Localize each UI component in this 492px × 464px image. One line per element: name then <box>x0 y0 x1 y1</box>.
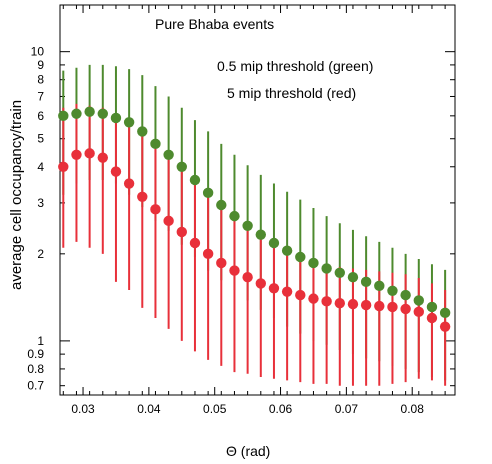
plot-frame <box>59 4 456 396</box>
data-point <box>426 312 438 324</box>
data-point <box>268 283 280 294</box>
data-point <box>189 237 201 249</box>
data-point <box>202 187 214 199</box>
data-point <box>176 161 187 172</box>
data-point <box>413 306 424 318</box>
data-point <box>150 204 161 215</box>
data-point <box>163 215 174 227</box>
data-point <box>123 178 135 189</box>
data-point <box>360 276 372 288</box>
data-point <box>97 152 108 163</box>
data-point <box>176 226 187 238</box>
data-point <box>242 272 253 283</box>
annotation-title: Pure Bhaba events <box>155 16 275 32</box>
data-point <box>347 298 359 310</box>
data-point <box>387 301 398 313</box>
data-point <box>281 286 293 297</box>
data-point <box>123 117 135 128</box>
data-point <box>360 299 372 311</box>
data-point <box>334 267 345 278</box>
data-point <box>189 174 201 186</box>
y-tick-label: 0.8 <box>27 362 44 376</box>
data-point <box>110 166 122 177</box>
y-tick-label: 5 <box>37 132 44 146</box>
y-tick-label: 3 <box>37 196 44 210</box>
data-point <box>413 295 424 306</box>
axis-ticks: 0.03 0.04 0.05 0.06 0.07 0.08 0.7 0.80.91 2 3 4 5 6 7… <box>27 5 455 416</box>
data-point <box>84 106 95 117</box>
y-tick-label: 0.9 <box>27 347 44 361</box>
data-point <box>308 257 319 269</box>
data-markers <box>58 106 451 332</box>
data-point <box>321 296 332 307</box>
data-point <box>110 112 122 124</box>
data-point <box>150 138 161 150</box>
annotation-green-threshold: 0.5 mip threshold (green) <box>217 58 374 74</box>
y-tick-label: 6 <box>37 109 44 123</box>
data-point <box>229 210 240 222</box>
data-point <box>308 293 319 304</box>
y-tick-label: 0.7 <box>27 379 44 393</box>
x-axis-label: Θ (rad) <box>226 443 271 459</box>
data-point <box>400 289 411 301</box>
data-point <box>426 301 438 313</box>
x-tick-label: 0.03 <box>71 402 95 416</box>
data-point <box>58 110 69 122</box>
x-tick-label: 0.07 <box>335 402 359 416</box>
data-point <box>97 108 108 119</box>
data-point <box>216 199 227 211</box>
data-point <box>334 297 345 309</box>
y-tick-label: 1 <box>37 334 44 348</box>
data-point <box>58 161 69 172</box>
data-point <box>84 148 95 159</box>
data-point <box>321 263 332 274</box>
data-point <box>387 285 398 297</box>
y-axis-label: average cell occupancy/train <box>8 99 25 290</box>
data-point <box>71 108 82 119</box>
data-point <box>374 280 385 292</box>
data-point <box>295 251 306 263</box>
data-point <box>71 149 82 160</box>
data-point <box>216 257 227 269</box>
x-tick-label: 0.06 <box>269 402 293 416</box>
data-point <box>400 303 411 315</box>
y-tick-label: 9 <box>37 58 44 72</box>
x-tick-label: 0.08 <box>401 402 425 416</box>
data-point <box>229 265 240 276</box>
y-tick-label: 8 <box>37 73 44 87</box>
data-point <box>137 191 148 202</box>
annotation-red-threshold: 5 mip threshold (red) <box>227 85 357 101</box>
y-tick-label: 7 <box>37 89 44 103</box>
y-tick-label: 4 <box>37 160 44 174</box>
data-point <box>255 278 266 289</box>
data-point <box>255 229 266 240</box>
error-bars <box>62 64 447 386</box>
data-point <box>439 307 451 319</box>
data-point <box>163 149 174 160</box>
x-tick-label: 0.04 <box>137 402 161 416</box>
data-point <box>374 300 385 312</box>
y-tick-label: 2 <box>37 247 44 261</box>
data-point <box>202 248 214 260</box>
data-point <box>268 237 280 249</box>
data-point <box>281 245 293 256</box>
y-tick-label: 10 <box>31 45 45 59</box>
data-point <box>242 220 253 231</box>
x-tick-label: 0.05 <box>203 402 227 416</box>
data-point <box>347 272 359 283</box>
data-point <box>295 289 306 301</box>
data-point <box>439 321 451 332</box>
data-point <box>137 126 148 137</box>
